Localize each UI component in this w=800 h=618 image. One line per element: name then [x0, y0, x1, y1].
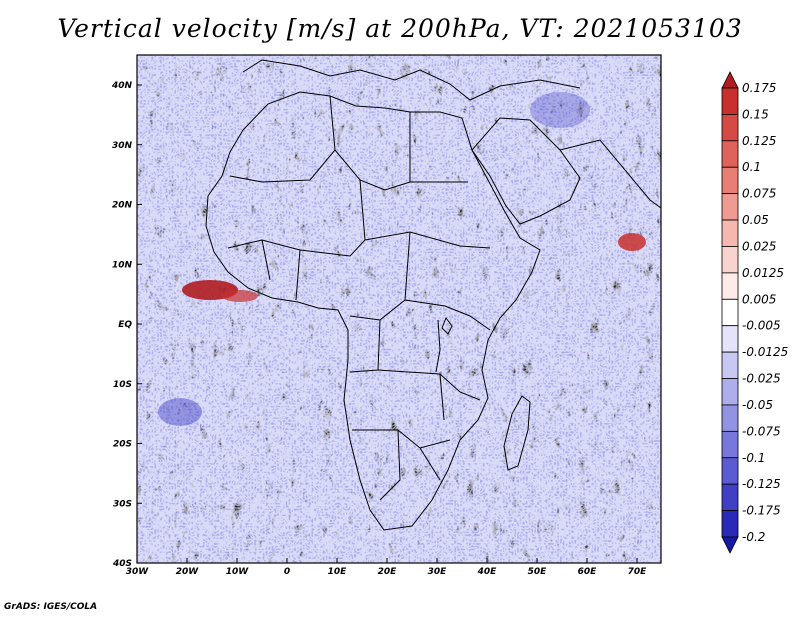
- lat-label: EQ: [118, 320, 132, 330]
- legend-swatch: [721, 378, 739, 406]
- legend-swatch: [721, 298, 739, 327]
- legend-swatch: [721, 166, 739, 195]
- legend-label: -0.005: [742, 319, 781, 333]
- legend-label: 0.125: [742, 134, 776, 148]
- legend-swatch: [721, 219, 739, 247]
- border: [229, 95, 336, 183]
- legend-swatch: [721, 510, 739, 538]
- legend-label: 0.075: [742, 187, 776, 201]
- lon-label: 20E: [378, 567, 398, 577]
- coastlines: [205, 59, 661, 531]
- legend-swatch: [721, 430, 739, 459]
- latitude-axis: 40N 30N 20N 10N EQ 10S 20S 30S 40S: [111, 81, 142, 569]
- legend-swatch: [721, 114, 739, 142]
- lon-label: 50E: [528, 567, 548, 577]
- lat-label: 20S: [113, 440, 132, 450]
- legend-label: -0.2: [742, 530, 765, 544]
- lon-label: 0: [284, 567, 290, 577]
- lat-label: 40S: [112, 559, 132, 569]
- legend-label: -0.025: [742, 372, 781, 386]
- lon-label: 10E: [328, 567, 348, 577]
- legend-label: -0.175: [742, 504, 781, 518]
- lat-label: 30S: [113, 499, 132, 509]
- legend-swatch: [721, 87, 739, 115]
- legend-swatch: [721, 246, 739, 274]
- border: [364, 231, 491, 249]
- map-title: Vertical velocity [m/s] at 200hPa, VT: 2…: [57, 14, 743, 43]
- border: [377, 369, 481, 401]
- legend-swatch: [721, 193, 739, 221]
- lon-label: 20W: [176, 567, 200, 577]
- legend-swatch: [721, 140, 739, 168]
- lat-label: 40N: [111, 81, 133, 91]
- legend-label: 0.025: [742, 239, 776, 253]
- border: [227, 179, 366, 257]
- lat-label: 10S: [113, 380, 132, 390]
- legend-label: 0.175: [742, 81, 776, 95]
- legend-swatch: [721, 272, 739, 300]
- border: [334, 112, 411, 191]
- plot-frame: [136, 54, 662, 564]
- credit-text: GrADS: IGES/COLA: [4, 602, 98, 612]
- lon-label: 40E: [477, 567, 498, 577]
- lake: [435, 316, 453, 373]
- legend-swatch: [721, 457, 739, 485]
- madagascar: [503, 395, 531, 471]
- legend-label: -0.05: [742, 398, 773, 412]
- legend-label: 0.1: [742, 160, 761, 174]
- legend-swatch: [721, 404, 739, 432]
- legend-swatch: [721, 325, 739, 353]
- legend-top-arrow: [721, 71, 739, 89]
- border: [349, 231, 411, 321]
- legend-swatch: [721, 483, 739, 511]
- legend-label: -0.125: [742, 477, 781, 491]
- lon-label: 10W: [226, 567, 250, 577]
- legend-bottom-arrow: [721, 536, 739, 554]
- border: [404, 299, 491, 331]
- legend-label: -0.1: [742, 451, 765, 465]
- legend-label: 0.005: [742, 292, 776, 306]
- legend-swatch: [721, 351, 739, 379]
- lat-label: 20N: [112, 201, 133, 211]
- legend-label: -0.075: [742, 424, 781, 438]
- field-shading: [137, 55, 661, 563]
- africa-coastline: [205, 91, 541, 531]
- lon-label: 60E: [578, 567, 598, 577]
- arabia: [471, 117, 581, 225]
- lon-label: 30W: [126, 567, 150, 577]
- lat-label: 30N: [112, 141, 133, 151]
- border: [379, 429, 401, 501]
- strong-ascent-patch: [618, 233, 646, 251]
- legend-label: -0.0125: [742, 345, 788, 359]
- europe-coast: [242, 59, 581, 101]
- lon-label: 30E: [428, 567, 448, 577]
- legend-label: 0.05: [742, 213, 769, 227]
- lat-label: 10N: [112, 260, 133, 270]
- lon-label: 70E: [628, 567, 648, 577]
- border: [261, 239, 445, 481]
- color-legend: 0.175 0.15 0.125 0.1 0.075 0.05 0.025 0.0125 0.0…: [721, 71, 788, 554]
- legend-label: 0.15: [742, 107, 769, 121]
- asia-coast: [559, 139, 661, 209]
- longitude-axis: 30W 20W 10W 0 10E 20E 30E 40E 50E 60E 70E: [126, 558, 647, 577]
- border: [352, 429, 451, 449]
- legend-label: 0.0125: [742, 266, 784, 280]
